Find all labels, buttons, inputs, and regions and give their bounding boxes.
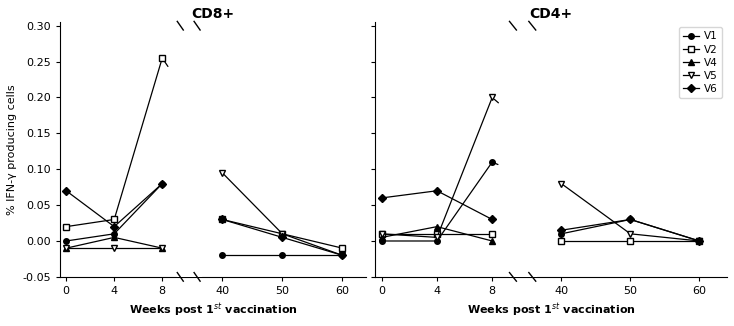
V6 [110,225,119,229]
V1 [158,182,167,185]
V5 [488,96,497,99]
Title: CD4+: CD4+ [529,7,573,21]
V4 [158,246,167,250]
Line: V1: V1 [63,181,165,244]
V5 [377,232,386,236]
V2 [377,232,386,236]
Line: V5: V5 [63,245,165,251]
Line: V4: V4 [379,224,495,244]
V2 [62,225,70,229]
X-axis label: Weeks post 1$^{st}$ vaccination: Weeks post 1$^{st}$ vaccination [467,302,636,319]
Line: V6: V6 [379,188,495,222]
X-axis label: Weeks post 1$^{st}$ vaccination: Weeks post 1$^{st}$ vaccination [129,302,298,319]
V6 [377,196,386,200]
V1 [377,239,386,243]
V1 [488,160,497,164]
V1 [432,239,441,243]
V5 [62,246,70,250]
V6 [432,189,441,193]
V4 [488,239,497,243]
V4 [110,235,119,239]
V1 [62,239,70,243]
Line: V6: V6 [63,181,165,230]
V2 [432,232,441,236]
Legend: V1, V2, V4, V5, V6: V1, V2, V4, V5, V6 [679,27,722,98]
V5 [110,246,119,250]
V4 [377,235,386,239]
Line: V4: V4 [63,235,165,251]
V5 [158,246,167,250]
Bar [509,22,537,277]
Line: V2: V2 [379,231,495,237]
V4 [432,225,441,229]
V6 [488,217,497,221]
V1 [110,232,119,236]
V4 [62,246,70,250]
V2 [488,232,497,236]
V6 [62,189,70,193]
Y-axis label: % IFN-γ producing cells: % IFN-γ producing cells [7,84,17,215]
V6 [158,182,167,185]
V2 [110,217,119,221]
Line: V2: V2 [63,55,165,230]
V2 [158,56,167,60]
Title: CD8+: CD8+ [192,7,235,21]
Line: V1: V1 [379,159,495,244]
V5 [432,235,441,239]
Bar [177,22,200,277]
Line: V5: V5 [379,95,495,240]
